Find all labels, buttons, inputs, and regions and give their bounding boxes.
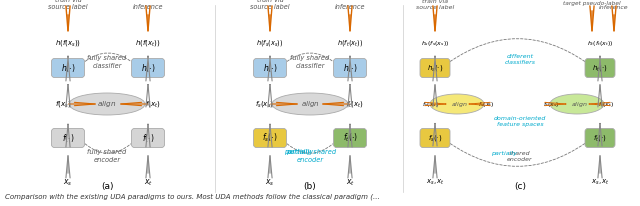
Text: $align$: $align$: [97, 99, 116, 109]
FancyBboxPatch shape: [333, 59, 367, 77]
Text: $x_s$: $x_s$: [266, 178, 275, 188]
Text: $align$: $align$: [571, 99, 588, 109]
FancyBboxPatch shape: [51, 129, 84, 147]
Text: $h_t(\cdot)$: $h_t(\cdot)$: [592, 63, 608, 73]
FancyBboxPatch shape: [333, 129, 367, 147]
Text: $h(\cdot)$: $h(\cdot)$: [342, 62, 357, 74]
Text: $x_s, x_t$: $x_s, x_t$: [591, 178, 609, 187]
Text: $h(f(x_s))$: $h(f(x_s))$: [55, 38, 81, 48]
FancyBboxPatch shape: [420, 59, 450, 77]
Text: $x_t$: $x_t$: [346, 178, 355, 188]
Ellipse shape: [550, 94, 604, 114]
Text: $f_s(\cdot)$: $f_s(\cdot)$: [262, 132, 278, 144]
Text: train via
source label: train via source label: [250, 0, 290, 10]
Text: $f_t(x_t)$: $f_t(x_t)$: [598, 99, 614, 109]
Text: Comparison with the existing UDA paradigms to ours. Most UDA methods follow the : Comparison with the existing UDA paradig…: [5, 194, 380, 200]
Text: train via
source label: train via source label: [416, 0, 454, 10]
Text: $f(\cdot)$: $f(\cdot)$: [142, 132, 154, 144]
Text: $h(\cdot)$: $h(\cdot)$: [262, 62, 277, 74]
Text: $f_s(x_t)$: $f_s(x_t)$: [478, 99, 494, 109]
Text: $f_s(x_s)$: $f_s(x_s)$: [255, 99, 275, 109]
Ellipse shape: [430, 94, 484, 114]
Text: domain-oriented
feature spaces: domain-oriented feature spaces: [494, 116, 546, 127]
Ellipse shape: [69, 93, 145, 115]
Text: $h(f_s(x_s))$: $h(f_s(x_s))$: [256, 38, 284, 48]
Text: $h_s(f_s(x_s))$: $h_s(f_s(x_s))$: [421, 39, 449, 48]
Text: shared
encoder: shared encoder: [507, 151, 533, 162]
Text: $f_t(x_t)$: $f_t(x_t)$: [346, 99, 364, 109]
Text: $h_s(\cdot)$: $h_s(\cdot)$: [427, 63, 443, 73]
Text: $f_s(\cdot)$: $f_s(\cdot)$: [428, 133, 442, 143]
Text: $f_t(\cdot)$: $f_t(\cdot)$: [342, 132, 357, 144]
Text: inference: inference: [599, 5, 629, 10]
Text: $x_t$: $x_t$: [143, 178, 152, 188]
Text: different
classifiers: different classifiers: [504, 54, 536, 65]
Text: $h(\cdot)$: $h(\cdot)$: [61, 62, 76, 74]
Text: partially: partially: [287, 149, 314, 155]
FancyBboxPatch shape: [585, 129, 615, 147]
FancyBboxPatch shape: [131, 59, 164, 77]
Text: $h(f(x_t))$: $h(f(x_t))$: [135, 38, 161, 48]
Text: train via
target pseudo-label: train via target pseudo-label: [563, 0, 621, 6]
Text: partially: partially: [491, 151, 517, 156]
Text: $f_t(\cdot)$: $f_t(\cdot)$: [593, 133, 607, 143]
FancyBboxPatch shape: [253, 59, 287, 77]
Text: inference: inference: [335, 4, 365, 10]
FancyBboxPatch shape: [51, 59, 84, 77]
Text: inference: inference: [132, 4, 163, 10]
FancyBboxPatch shape: [131, 129, 164, 147]
Text: fully shared
classifier: fully shared classifier: [88, 55, 127, 69]
Text: fully shared
encoder: fully shared encoder: [88, 149, 127, 163]
Text: $h_t(f_t(x_t))$: $h_t(f_t(x_t))$: [587, 39, 613, 48]
Text: (b): (b): [303, 181, 316, 191]
FancyBboxPatch shape: [253, 129, 287, 147]
Ellipse shape: [272, 93, 348, 115]
Text: $f(\cdot)$: $f(\cdot)$: [62, 132, 74, 144]
Text: $h(\cdot)$: $h(\cdot)$: [141, 62, 156, 74]
Text: $f(x_s)$: $f(x_s)$: [54, 99, 71, 109]
Text: (c): (c): [514, 181, 526, 191]
Text: $f_s(x_s)$: $f_s(x_s)$: [422, 99, 440, 109]
FancyBboxPatch shape: [420, 129, 450, 147]
Text: $x_s, x_t$: $x_s, x_t$: [426, 178, 444, 187]
Text: $align$: $align$: [301, 99, 319, 109]
Text: (a): (a): [100, 181, 113, 191]
Text: $f(x_t)$: $f(x_t)$: [145, 99, 161, 109]
Text: $align$: $align$: [451, 99, 467, 109]
Text: $f_t(x_s)$: $f_t(x_s)$: [543, 99, 559, 109]
Text: train via
source label: train via source label: [48, 0, 88, 10]
Text: fully shared
classifier: fully shared classifier: [291, 55, 330, 69]
Text: partially shared
encoder: partially shared encoder: [284, 149, 336, 163]
FancyBboxPatch shape: [585, 59, 615, 77]
Text: $h(f_t(x_t))$: $h(f_t(x_t))$: [337, 38, 363, 48]
Text: $x_s$: $x_s$: [63, 178, 73, 188]
